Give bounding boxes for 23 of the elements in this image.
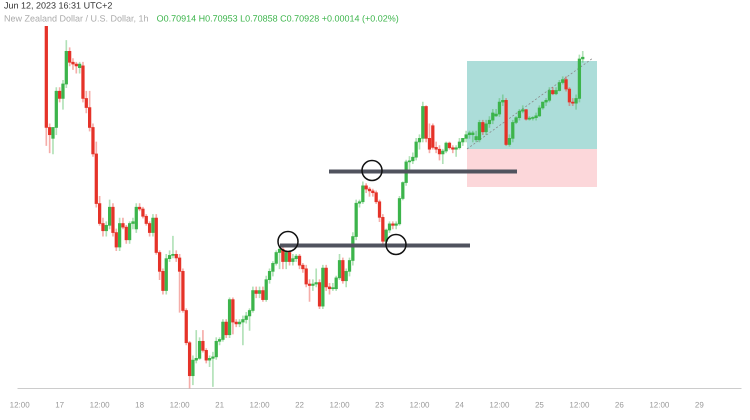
text: Jun 12, 2023 16:31 UTC+2 [4,0,112,10]
x-tick-label: 25 [534,400,544,410]
x-tick-label: 12:00 [170,400,190,410]
x-tick-label: 12:00 [489,400,510,410]
candlestick [208,355,212,367]
x-tick-label: 12:00 [330,400,350,410]
x-tick-label: 26 [614,400,624,410]
x-tick-label: 24 [455,400,464,410]
x-tick-label: 12:00 [409,400,430,410]
x-tick-label: 22 [295,400,305,410]
x-tick-label: 21 [215,400,225,410]
x-tick-label: 12:00 [250,400,270,410]
x-tick-label: 17 [55,400,65,410]
chart-title: New Zealand Dollar / U.S. Dollar, 1h [4,13,149,24]
x-tick-label: 23 [375,400,384,410]
x-tick-label: 29 [694,400,704,410]
x-tick-label: 12:00 [90,400,110,410]
x-tick-label: 18 [135,400,145,410]
x-tick-label: 12:00 [10,400,30,410]
x-tick-label: 12:00 [569,400,590,410]
text: O0.70914 H0.70953 L0.70858 C0.70928 +0.00014 (+0.02%) [156,13,399,24]
candlestick [278,246,282,270]
x-tick-label: 12:00 [649,400,670,410]
